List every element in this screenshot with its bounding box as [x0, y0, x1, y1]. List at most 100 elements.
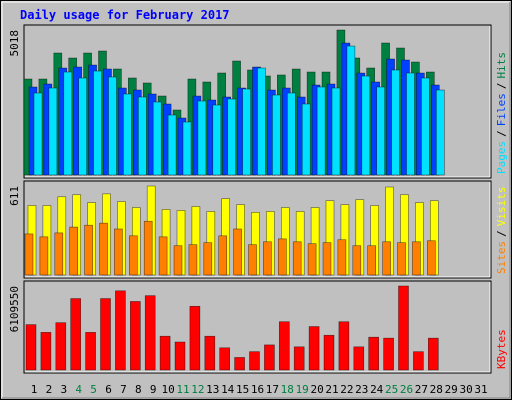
bar: [167, 114, 177, 176]
bar: [218, 235, 227, 276]
x-tick-label: 11: [176, 383, 189, 396]
x-tick-label: 27: [415, 383, 428, 396]
bar: [248, 244, 257, 276]
bar: [129, 235, 138, 276]
x-tick-label: 19: [296, 383, 309, 396]
bar: [159, 335, 171, 371]
x-tick-label: 9: [150, 383, 157, 396]
bar: [189, 305, 201, 371]
x-tick-label: 30: [459, 383, 472, 396]
bar: [93, 70, 102, 176]
bar: [24, 233, 34, 276]
panel-bevel: [25, 26, 491, 178]
bar: [182, 121, 192, 176]
bar: [292, 241, 302, 276]
bar: [188, 244, 198, 276]
bar: [69, 226, 78, 276]
bar: [25, 324, 37, 371]
bar: [130, 301, 141, 371]
bar: [412, 241, 421, 276]
x-tick-label: 6: [105, 383, 112, 396]
x-tick-label: 10: [161, 383, 174, 396]
bar: [152, 101, 162, 176]
y-tick-label: 5018: [8, 30, 21, 57]
bar: [427, 337, 439, 371]
bar: [203, 242, 213, 276]
bar: [338, 321, 350, 371]
x-tick-label: 23: [355, 383, 368, 396]
x-tick-label: 12: [191, 383, 204, 396]
bar: [308, 326, 320, 371]
bar: [406, 72, 415, 176]
bar: [331, 87, 341, 176]
legend-entry: Files: [495, 93, 508, 126]
x-tick-label: 20: [310, 383, 323, 396]
bar: [421, 77, 430, 176]
bar: [257, 67, 266, 176]
bar: [278, 321, 290, 371]
bar: [78, 77, 87, 176]
legend: KBytes: [495, 329, 508, 369]
x-tick-label: 28: [430, 383, 443, 396]
x-tick-label: 26: [400, 383, 413, 396]
bar: [337, 239, 347, 276]
x-tick-label: 5: [90, 383, 97, 396]
bar: [263, 241, 272, 276]
bar: [174, 341, 186, 371]
bar: [54, 232, 64, 276]
bar: [286, 92, 296, 176]
x-tick-label: 2: [46, 383, 53, 396]
bar: [55, 322, 67, 371]
bar: [40, 332, 52, 371]
bar: [48, 87, 58, 176]
bar: [346, 45, 356, 176]
bar: [316, 86, 326, 176]
y-tick-label: 6109550: [8, 286, 21, 332]
bar: [376, 86, 386, 176]
bar: [301, 103, 311, 176]
bar: [70, 298, 81, 371]
bar: [85, 332, 96, 371]
panel-bevel: [25, 182, 491, 278]
x-tick-label: 1: [31, 383, 38, 396]
bar: [197, 100, 207, 176]
bar: [123, 93, 132, 176]
legend-entry: Visits: [495, 187, 508, 227]
bar: [413, 351, 424, 371]
legend-entry: Pages: [495, 141, 508, 174]
bar: [249, 351, 260, 371]
x-tick-label: 7: [120, 383, 127, 396]
x-tick-label: 3: [60, 383, 67, 396]
bar: [63, 71, 73, 176]
x-tick-label: 21: [325, 383, 338, 396]
bar: [397, 242, 406, 276]
bar: [277, 238, 287, 276]
bar: [33, 92, 43, 176]
bar: [99, 222, 108, 276]
x-tick-label: 24: [370, 383, 384, 396]
x-tick-label: 29: [445, 383, 458, 396]
bar: [204, 335, 216, 371]
bar: [264, 344, 275, 371]
bar: [233, 228, 242, 276]
x-tick-label: 18: [281, 383, 294, 396]
bar: [293, 346, 305, 371]
bar: [352, 245, 362, 276]
x-tick-label: 16: [251, 383, 264, 396]
x-tick-label: 15: [236, 383, 249, 396]
bar: [143, 220, 153, 276]
bar: [367, 245, 377, 276]
legend: Pages / Files / Hits: [495, 52, 508, 174]
bar: [426, 240, 436, 276]
bar: [115, 290, 126, 371]
x-tick-label: 8: [135, 383, 142, 396]
bar: [100, 298, 111, 371]
legend-separator: /: [495, 130, 508, 137]
bar: [307, 243, 317, 276]
bar: [242, 88, 251, 176]
bar: [108, 76, 117, 176]
x-tick-label: 25: [385, 383, 398, 396]
